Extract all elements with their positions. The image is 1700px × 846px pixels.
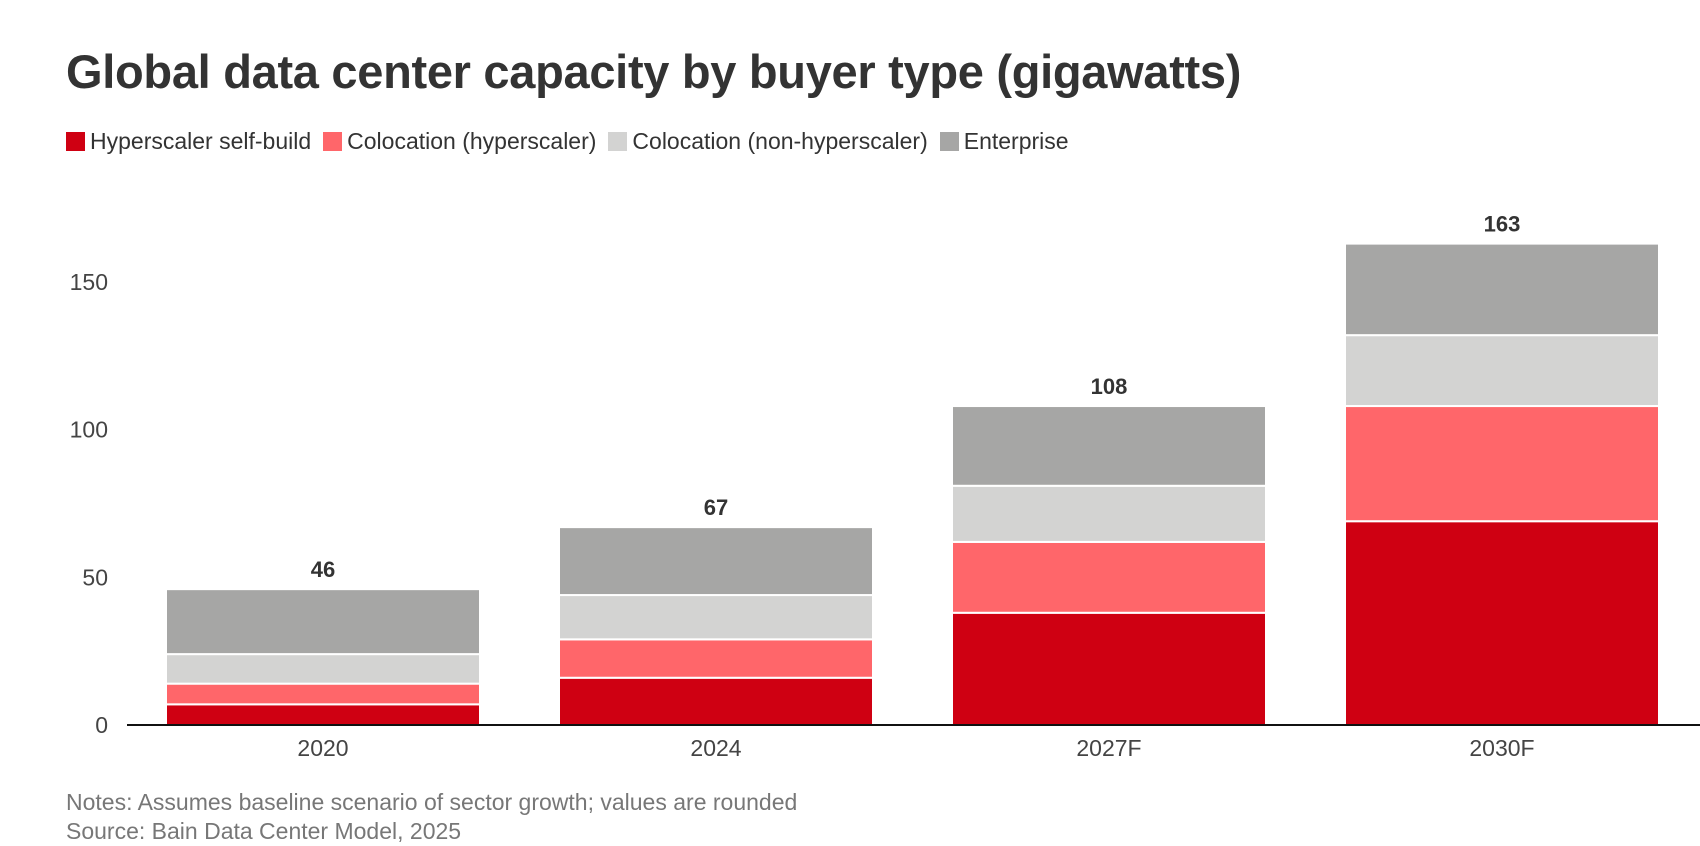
- bar-segment-colocation-hyperscaler: [558, 638, 874, 679]
- total-label: 46: [311, 557, 335, 582]
- total-label: 67: [704, 495, 728, 520]
- bar-segment-enterprise: [165, 588, 481, 656]
- bar-segment-hyperscaler-self-build: [1344, 520, 1660, 726]
- source-text: Source: Bain Data Center Model, 2025: [66, 818, 462, 844]
- y-tick-label: 150: [70, 269, 108, 295]
- legend-swatch: [939, 132, 959, 151]
- bar-segment-hyperscaler-self-build: [165, 703, 481, 726]
- bar-segment-colocation-hyperscaler: [951, 540, 1267, 614]
- bar-segment-colocation-non-hyperscaler: [1344, 334, 1660, 408]
- legend-swatch: [66, 132, 85, 151]
- total-label: 163: [1484, 212, 1521, 237]
- legend-item-colocation-non-hyperscaler: Colocation (non-hyperscaler): [608, 128, 928, 155]
- bars: [165, 242, 1660, 726]
- bar-segment-enterprise: [1344, 242, 1660, 337]
- notes-text: Notes: Assumes baseline scenario of sect…: [66, 789, 798, 815]
- legend-swatch: [608, 132, 628, 151]
- legend-label: Hyperscaler self-build: [90, 128, 312, 154]
- legend-item-colocation-hyperscaler: Colocation (hyperscaler): [323, 128, 596, 155]
- total-label: 108: [1091, 374, 1128, 399]
- x-axis: 2020 2024 2027F 2030F: [297, 735, 1534, 761]
- x-tick-label: 2027F: [1076, 735, 1141, 761]
- legend-item-hyperscaler-self-build: Hyperscaler self-build: [66, 128, 311, 155]
- x-tick-label: 2020: [297, 735, 348, 761]
- y-tick-label: 100: [70, 417, 108, 443]
- bar-segment-hyperscaler-self-build: [558, 676, 874, 726]
- chart-title: Global data center capacity by buyer typ…: [66, 45, 1242, 98]
- bar-segment-colocation-non-hyperscaler: [165, 653, 481, 685]
- bar-segment-colocation-non-hyperscaler: [558, 594, 874, 641]
- legend-label: Colocation (hyperscaler): [347, 128, 597, 154]
- legend: Hyperscaler self-build Colocation (hyper…: [66, 128, 1069, 155]
- y-axis: 0 50 100 150: [70, 269, 108, 738]
- x-tick-label: 2024: [690, 735, 741, 761]
- x-tick-label: 2030F: [1469, 735, 1534, 761]
- legend-swatch: [323, 132, 343, 151]
- bar-segment-colocation-non-hyperscaler: [951, 484, 1267, 543]
- legend-label: Colocation (non-hyperscaler): [632, 128, 928, 154]
- legend-item-enterprise: Enterprise: [939, 128, 1069, 155]
- bar-segment-enterprise: [951, 405, 1267, 487]
- y-tick-label: 0: [95, 712, 108, 738]
- y-tick-label: 50: [82, 564, 108, 590]
- bar-segment-hyperscaler-self-build: [951, 611, 1267, 726]
- bar-segment-colocation-hyperscaler: [165, 682, 481, 706]
- footer: Notes: Assumes baseline scenario of sect…: [66, 788, 797, 846]
- total-labels: 46 67 108 163: [311, 212, 1521, 583]
- bar-segment-colocation-hyperscaler: [1344, 405, 1660, 523]
- legend-label: Enterprise: [963, 128, 1069, 154]
- bar-segment-enterprise: [558, 526, 874, 597]
